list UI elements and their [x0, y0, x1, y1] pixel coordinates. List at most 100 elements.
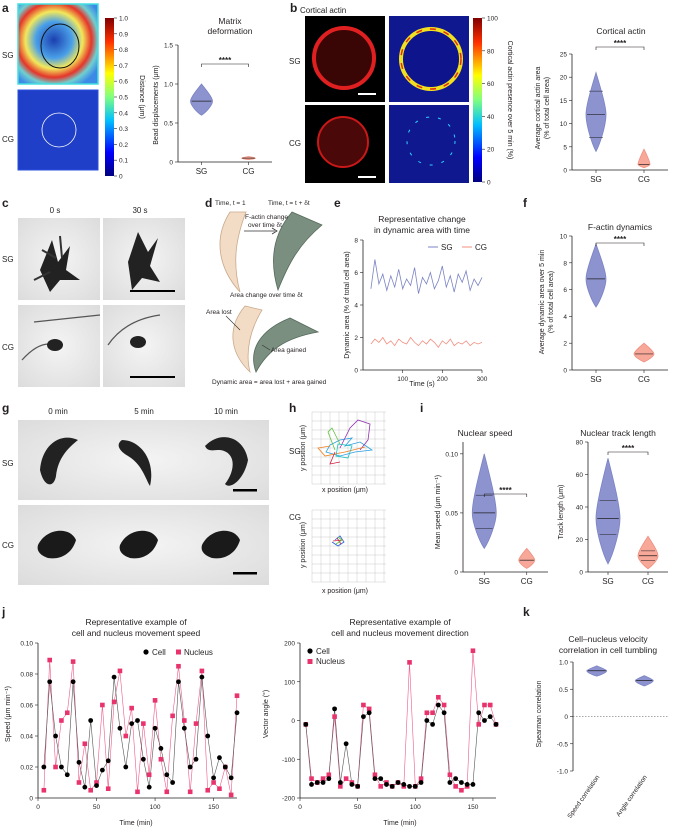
y-tick-label: -0.5 [557, 741, 569, 748]
violin [518, 547, 536, 569]
sg-filopodia [33, 235, 63, 281]
colorbar-ticks: 1.0 0.9 0.8 0.7 0.6 0.5 0.4 0.3 0.2 0.1 0 [114, 16, 128, 181]
cell-shape-t1 [219, 211, 247, 293]
colorbar-tick-label: 0.6 [119, 79, 128, 86]
colorbar-tick-label: 1.0 [119, 16, 128, 23]
row-label: SG [289, 447, 301, 456]
nucleus-point [470, 648, 476, 654]
y-tick-label: 10 [560, 234, 568, 241]
column-label: 5 min [134, 407, 154, 416]
series-line-nucleus [305, 650, 497, 791]
legend-label: Cell [152, 648, 166, 657]
nucleus-point [430, 710, 435, 716]
row-label: SG [2, 459, 14, 468]
nucleus-point [76, 780, 82, 785]
y-tick-label: -200 [282, 796, 295, 803]
chart-title: F-actin dynamics [588, 222, 652, 232]
x-tick-label: CG [638, 175, 650, 184]
y-tick-label: -100 [282, 757, 295, 764]
cell-point [482, 718, 487, 723]
x-axis-label: Time (min) [119, 820, 152, 827]
cg-cell-edge [107, 314, 161, 346]
violin [585, 242, 607, 308]
cell-point [211, 775, 216, 781]
y-tick-label: 0.10 [20, 641, 33, 648]
panel-letter: j [1, 605, 5, 619]
cg-actin-ring [406, 116, 456, 166]
x-tick-label: 0 [298, 804, 302, 811]
cell-point [314, 780, 320, 785]
track [335, 536, 343, 545]
cell-point [217, 755, 222, 761]
x-tick-label: CG [638, 375, 650, 384]
cell-point [41, 764, 47, 770]
panel-i: i Nuclear speed Mean speed (μm min⁻¹) 00… [420, 401, 668, 586]
nucleus-point [135, 789, 140, 795]
colorbar-tick-label: 0.7 [119, 63, 128, 70]
chart-title: Representative example of [349, 617, 451, 627]
colorbar-tick-label: 0.1 [119, 158, 128, 165]
column-label: 30 s [132, 206, 147, 215]
y-tick-label: 0.08 [20, 672, 33, 679]
legend-marker-nucleus [307, 659, 313, 664]
cg-nucleus [37, 530, 76, 559]
scale-bar [358, 93, 376, 95]
x-tick-label: SG [590, 375, 602, 384]
sg-cell-outline [40, 23, 80, 69]
row-label: SG [289, 57, 301, 66]
panel-a: a SG CG 1.0 0.9 0.8 0.7 0.6 0.5 0.4 0.3 0.2 0.1 0 … [2, 1, 272, 181]
cell-point [337, 780, 343, 785]
significance-bracket [595, 46, 645, 50]
chart-title: Nuclear speed [458, 428, 513, 438]
nucleus-point [366, 706, 372, 712]
colorbar-ticks: 100 80 60 40 20 0 [482, 16, 498, 187]
nucleus-point [64, 710, 70, 716]
significance-label: **** [614, 39, 627, 48]
nucleus-point [117, 668, 123, 674]
series-line-cell [305, 704, 497, 787]
cell-point [199, 674, 205, 680]
y-tick-label: 5 [563, 144, 567, 151]
nucleus-point [47, 657, 53, 663]
chart-title: Representative example of [85, 617, 187, 627]
sg-nucleus [205, 437, 248, 486]
nucleus-point [53, 764, 58, 770]
nucleus-point [41, 787, 47, 793]
row-label: CG [289, 139, 301, 148]
cell-point [117, 725, 123, 731]
nucleus-point [193, 721, 199, 726]
cell-point [412, 783, 418, 789]
nucleus-point [158, 756, 164, 762]
y-axis-label: Mean speed (μm min⁻¹) [435, 475, 442, 549]
cell-point [401, 782, 407, 787]
significance-bracket [201, 63, 249, 67]
sg-actin-cell [312, 26, 376, 90]
y-axis-label: y position (μm) [300, 425, 307, 471]
panel-letter: k [523, 605, 530, 619]
y-tick-label: 200 [284, 641, 295, 648]
colorbar-tick-label: 0.3 [119, 126, 128, 133]
y-tick-label: 1.0 [164, 82, 173, 89]
y-tick-label: 20 [560, 75, 568, 82]
area-lost-label: Area lost [206, 309, 232, 316]
x-tick-label: 150 [468, 804, 479, 811]
y-tick-label: 0.05 [445, 510, 458, 517]
cell-point [326, 776, 332, 782]
x-tick-label: SG [590, 175, 602, 184]
nucleus-point [320, 776, 326, 781]
nucleus-point [326, 772, 332, 778]
colorbar-tick-label: 20 [487, 147, 495, 154]
time-label: Time, t = t + δt [268, 200, 310, 207]
cell-point [435, 702, 441, 708]
track [325, 437, 374, 457]
y-tick-label: 1.5 [164, 43, 173, 50]
cell-point [111, 674, 117, 680]
panel-letter: f [523, 196, 528, 210]
x-tick-label: 50 [93, 804, 101, 811]
colorbar-label: Distance (μm) [138, 75, 145, 119]
y-tick-label: 0 [563, 368, 567, 375]
cell-point [94, 783, 99, 788]
cg-blob [47, 339, 63, 351]
colorbar [105, 18, 114, 176]
overlap-shape-t2 [253, 317, 320, 373]
